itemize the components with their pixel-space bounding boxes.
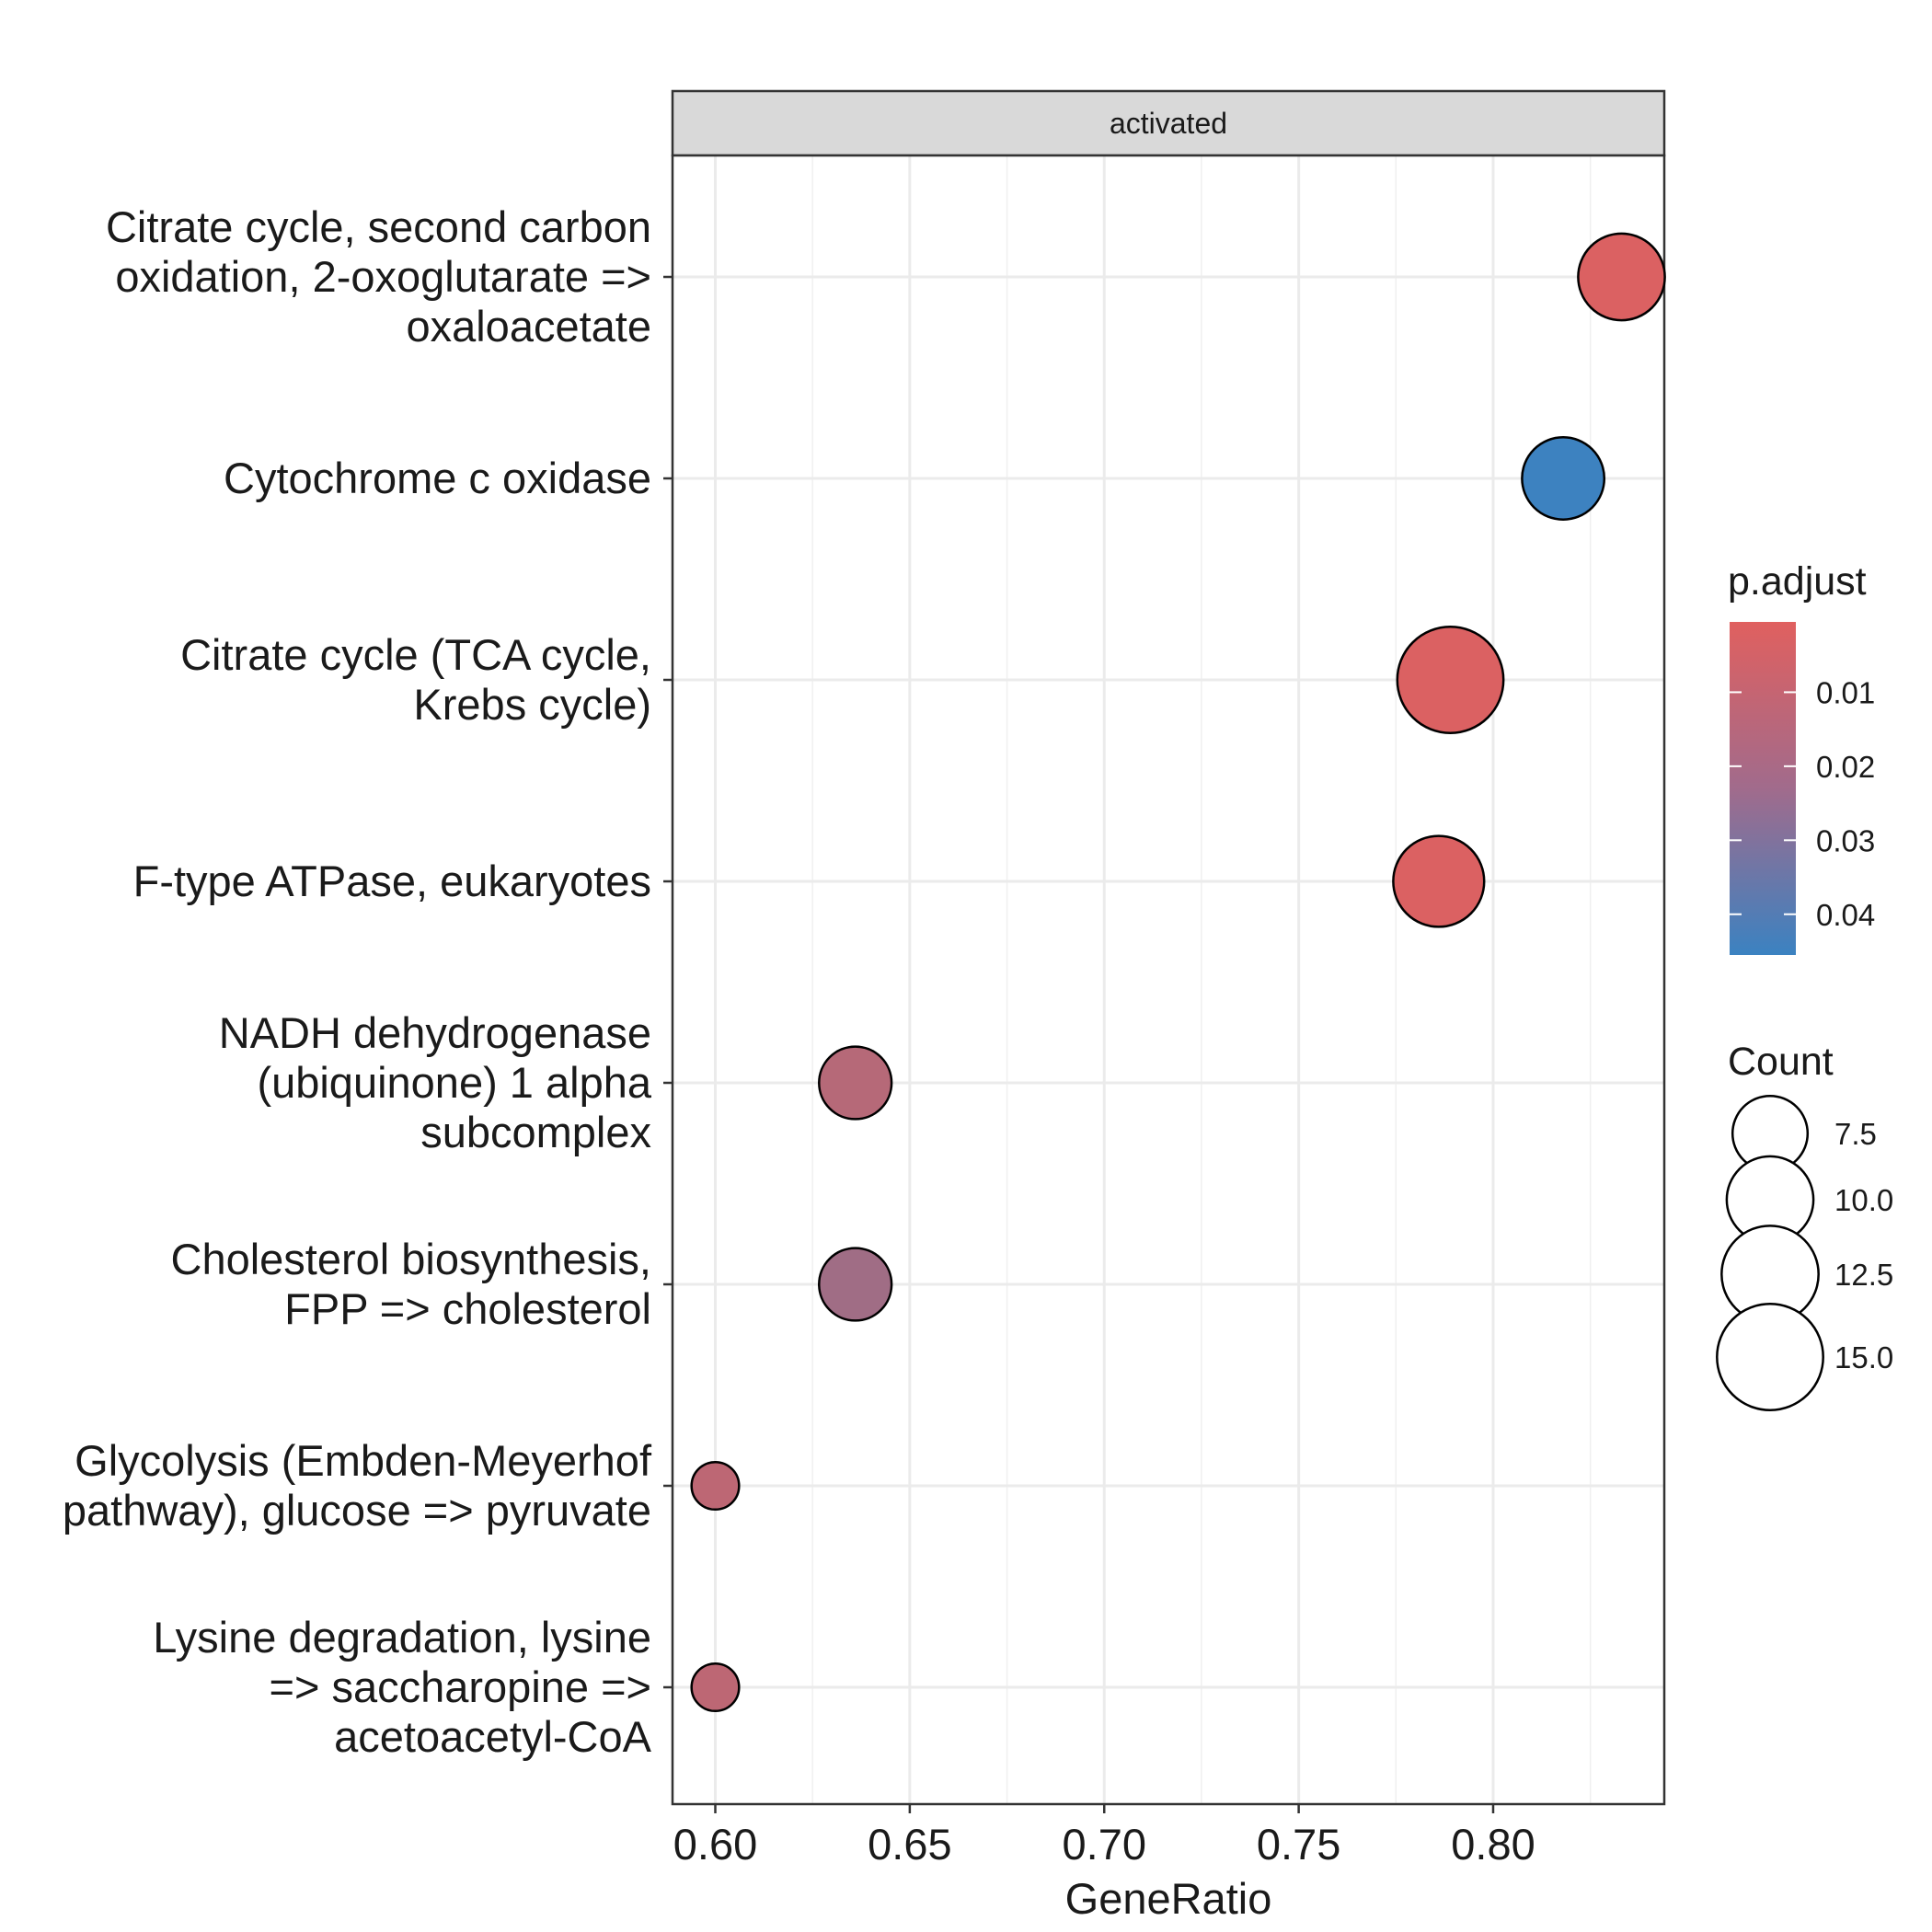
color-legend-tick-label: 0.04 [1816,898,1875,932]
x-axis-title: GeneRatio [1065,1874,1272,1923]
y-tick-label-line: NADH dehydrogenase [219,1008,651,1057]
y-tick-label: Cytochrome c oxidase [224,454,651,502]
y-tick-label-line: Lysine degradation, lysine [153,1613,651,1662]
x-tick-label: 0.60 [673,1820,757,1869]
x-axis-ticks [714,1804,1495,1813]
data-point [690,1460,741,1512]
y-tick-label-line: F-type ATPase, eukaryotes [133,857,651,905]
y-tick-label-line: Citrate cycle, second carbon [106,202,651,251]
color-legend-title: p.adjust [1728,559,1867,604]
y-axis-ticks [663,275,673,1689]
size-legend-label: 15.0 [1834,1340,1893,1374]
y-tick-label: Glycolysis (Embden-Meyerhof pathway), glu… [63,1436,652,1535]
data-point [818,1247,893,1322]
size-legend-key [1716,1303,1824,1411]
plot-panel-border [671,154,1666,1806]
y-tick-label-line: Citrate cycle (TCA cycle, [180,630,651,679]
data-point [690,1662,741,1713]
facet-strip-label: activated [1110,107,1227,140]
size-legend-label: 12.5 [1834,1258,1893,1292]
y-tick-label-line: FPP => cholesterol [284,1284,651,1333]
y-tick-label-line: Glycolysis (Embden-Meyerhof [75,1436,652,1485]
x-axis-labels: 0.60 0.65 0.70 0.75 0.80 [673,1820,1535,1869]
data-point [1521,436,1606,521]
y-tick-label-line: Cytochrome c oxidase [224,454,651,502]
y-tick-label: Citrate cycle (TCA cycle, Krebs cycle) [180,630,651,729]
grid-minor [811,155,1592,1804]
x-tick-label: 0.75 [1257,1820,1340,1869]
y-tick-label-line: pathway), glucose => pyruvate [63,1486,651,1535]
color-legend-ticks: 0.01 0.02 0.03 0.04 [1730,675,1875,932]
data-point [1392,834,1486,928]
y-tick-label-line: Krebs cycle) [413,680,651,729]
y-axis-labels: Citrate cycle, second carbon oxidation, 2… [63,202,652,1761]
y-tick-label-line: Cholesterol biosynthesis, [171,1235,652,1283]
y-tick-label-line: oxaloacetate [406,302,651,351]
y-tick-label-line: => saccharopine => [270,1662,651,1711]
grid-major [673,155,1664,1804]
y-tick-label-line: subcomplex [420,1108,651,1156]
y-tick-label-line: oxidation, 2-oxoglutarate => [115,252,651,301]
data-point [1396,626,1505,734]
x-tick-label: 0.70 [1063,1820,1146,1869]
color-legend-bar [1730,622,1796,955]
y-tick-label: Cholesterol biosynthesis, FPP => choleste… [171,1235,652,1333]
y-tick-label: F-type ATPase, eukaryotes [133,857,651,905]
size-legend-title: Count [1728,1040,1834,1084]
data-points [690,232,1666,1713]
color-legend-tick-label: 0.01 [1816,675,1875,709]
y-tick-label-line: acetoacetyl-CoA [334,1712,651,1761]
y-tick-label: Citrate cycle, second carbon oxidation, 2… [106,202,651,351]
plot-panel [673,155,1664,1804]
size-legend-label: 10.0 [1834,1183,1893,1217]
y-tick-label: NADH dehydrogenase (ubiquinone) 1 alpha su… [219,1008,652,1156]
color-legend-tick-label: 0.02 [1816,750,1875,784]
y-tick-label: Lysine degradation, lysine => saccharopin… [153,1613,651,1761]
data-point [1577,232,1666,322]
y-tick-label-line: (ubiquinone) 1 alpha [257,1058,651,1107]
x-tick-label: 0.65 [868,1820,951,1869]
data-point [818,1045,893,1121]
color-legend-tick-label: 0.03 [1816,823,1875,857]
size-legend-label: 7.5 [1834,1117,1877,1151]
x-tick-label: 0.80 [1451,1820,1535,1869]
facet-strip [671,89,1666,157]
size-legend: 7.5 10.0 12.5 15.0 [1716,1094,1893,1411]
